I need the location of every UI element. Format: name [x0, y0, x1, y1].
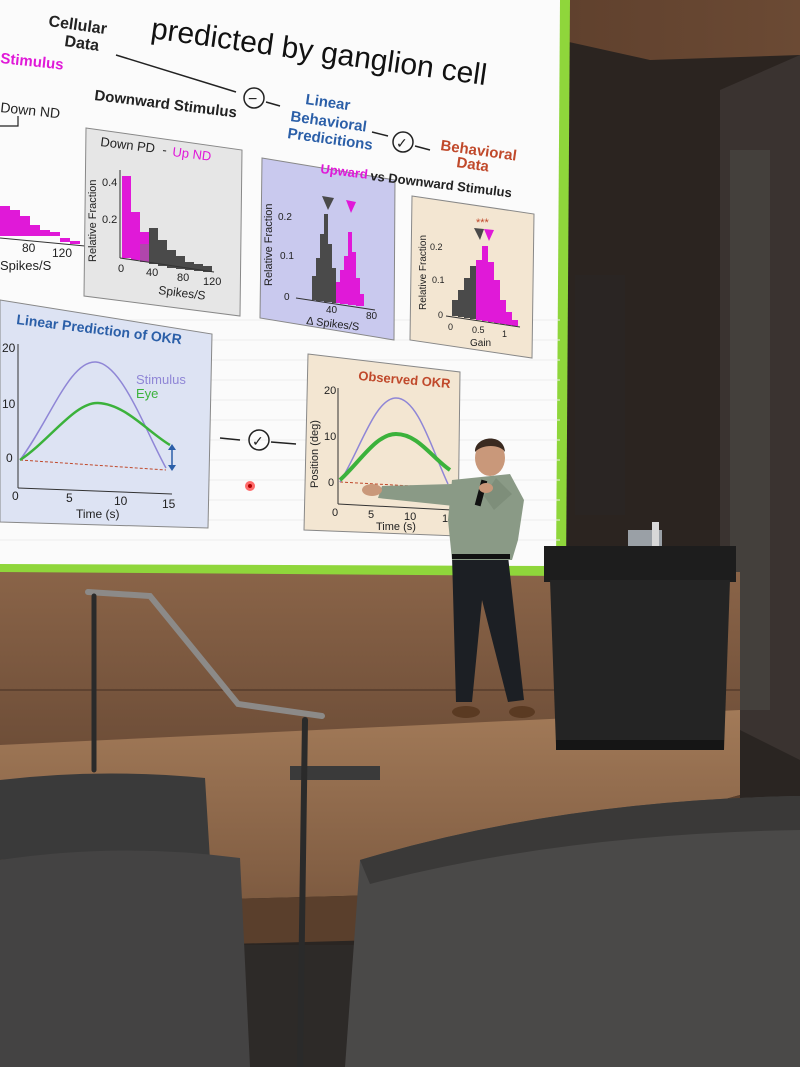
panel-c-heading-upward: Upward [320, 161, 369, 182]
panel-d-xtick-1: 1 [502, 329, 507, 339]
panel-e-frame [0, 299, 213, 529]
middle-check-circle [248, 429, 270, 451]
panel-a-xlabel: Spikes/S [0, 258, 52, 273]
panel-e-ytick-0: 0 [6, 451, 13, 465]
presenter [362, 438, 535, 718]
panel-b-dash: - [162, 142, 168, 157]
presenter-arm [378, 484, 454, 506]
panel-f-xtick-5: 5 [368, 509, 374, 521]
panel-a-sublabel: Down ND [0, 99, 61, 121]
right-door [575, 275, 625, 515]
behavioral-data-label-2: Data [455, 154, 490, 175]
panel-b-ytick-02: 0.2 [102, 214, 117, 226]
presenter-trousers [452, 556, 524, 702]
panel-b-ylabel: Relative Fraction [87, 179, 99, 262]
panel-c-dark-marker [322, 196, 334, 210]
panel-e-xtick-15: 15 [162, 497, 176, 511]
panel-f-ytick-10: 10 [324, 431, 336, 443]
check-symbol: ✓ [396, 135, 408, 151]
panel-c-ylabel: Relative Fraction [263, 203, 275, 286]
presenter-right-shoe [509, 706, 535, 718]
panel-d-bars [452, 246, 518, 326]
panel-e-xtick-10: 10 [114, 494, 128, 508]
seat-left-front [0, 850, 250, 1067]
panel-d-ytick-02: 0.2 [430, 242, 443, 252]
panel-d-dark-marker [474, 228, 484, 240]
panel-e-eye-curve [19, 401, 171, 462]
panel-d-significance: *** [476, 217, 490, 229]
presenter-left-shoe [452, 706, 480, 718]
panel-f-eye-curve [338, 431, 452, 482]
panel-b-xtick-40: 40 [146, 267, 158, 279]
panel-d-xtick-05: 0.5 [472, 325, 485, 335]
panel-f-xtick-10: 10 [404, 511, 416, 523]
panel-f-ylabel: Position (deg) [309, 420, 321, 488]
panel-d-ylabel: Relative Fraction [418, 235, 429, 310]
panel-f-xtick-0: 0 [332, 507, 338, 519]
panel-e-xtick-0: 0 [12, 489, 19, 503]
panel-c-magenta-marker [346, 200, 356, 213]
panel-a-xtick-120: 120 [52, 246, 72, 260]
panel-b-xtick-120: 120 [203, 276, 221, 288]
panel-e-baseline [19, 459, 167, 471]
panel-f-stimulus-curve [339, 397, 449, 485]
seat-right [345, 796, 800, 1067]
water-bottle [652, 522, 659, 546]
panel-b-ytick-04: 0.4 [102, 177, 117, 189]
panel-a-bars [0, 206, 80, 244]
cellular-data-label-2: Data [63, 33, 100, 55]
panel-a-xtick-80: 80 [22, 241, 36, 255]
floor-vent [290, 766, 380, 780]
linear-behavioral-label-1: Linear [304, 91, 351, 114]
middle-check-symbol: ✓ [252, 433, 264, 449]
check-circle [392, 131, 414, 153]
panel-d-magenta-marker [484, 229, 494, 241]
panel-b-xtick-0: 0 [118, 263, 124, 275]
presenter-hand [362, 484, 382, 496]
podium-body [550, 580, 730, 750]
panel-c-ytick-0: 0 [284, 292, 290, 303]
panel-c-xtick-80: 80 [366, 311, 378, 322]
panel-e-ytick-20: 20 [2, 341, 16, 355]
panel-d-ytick-0: 0 [438, 310, 443, 320]
minus-circle [243, 87, 265, 109]
podium-top [544, 546, 736, 582]
panel-b-up-nd: Up ND [172, 144, 213, 164]
panel-b-xtick-80: 80 [177, 272, 189, 284]
minus-symbol: − [248, 91, 257, 108]
panel-e-xtick-5: 5 [66, 491, 73, 505]
stair-railing [85, 589, 325, 1067]
panel-a-heading: Stimulus [0, 50, 64, 74]
panel-d-xtick-0: 0 [448, 322, 453, 332]
panel-c-bars [312, 214, 364, 306]
panel-b-bars [122, 176, 212, 272]
panel-c-xtick-40: 40 [326, 305, 338, 316]
panel-b-xlabel: Spikes/S [158, 283, 207, 303]
panel-f-ytick-0: 0 [328, 477, 334, 489]
panel-c-ytick-02: 0.2 [278, 212, 292, 223]
panel-d-ytick-01: 0.1 [432, 275, 445, 285]
presenter-head [475, 440, 505, 476]
panel-e-legend-eye: Eye [136, 386, 158, 401]
panel-e-legend-stimulus: Stimulus [136, 372, 186, 387]
panel-b-down-pd: Down PD [100, 134, 156, 156]
panel-e-xlabel: Time (s) [76, 507, 120, 521]
panel-d-xlabel: Gain [470, 338, 491, 349]
panel-f-xlabel: Time (s) [376, 521, 416, 533]
panel-e-ytick-10: 10 [2, 397, 16, 411]
seat-left-back [0, 773, 210, 860]
panel-f-ytick-20: 20 [324, 385, 336, 397]
panel-c-ytick-01: 0.1 [280, 251, 294, 262]
